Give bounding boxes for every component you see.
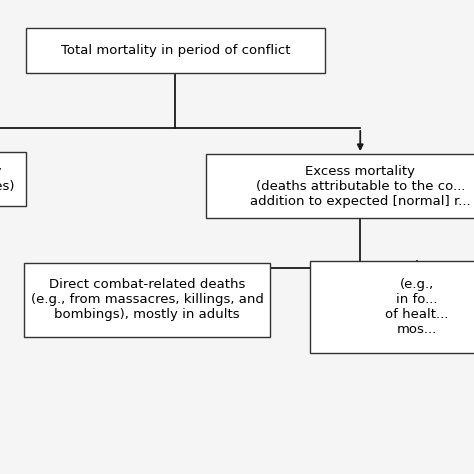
Bar bbox=[26, 28, 325, 73]
Text: (e.g.,
in fo...
of healt...
mos...: (e.g., in fo... of healt... mos... bbox=[385, 278, 449, 336]
Text: Total mortality in period of conflict: Total mortality in period of conflict bbox=[61, 45, 290, 57]
Text: ...ty
...rates): ...ty ...rates) bbox=[0, 165, 15, 193]
Bar bbox=[310, 261, 474, 353]
Text: Excess mortality
(deaths attributable to the co...
addition to expected [normal]: Excess mortality (deaths attributable to… bbox=[250, 164, 471, 208]
Text: Direct combat-related deaths
(e.g., from massacres, killings, and
bombings), mos: Direct combat-related deaths (e.g., from… bbox=[30, 278, 264, 321]
Bar bbox=[24, 263, 270, 337]
Bar bbox=[206, 154, 474, 218]
Bar bbox=[0, 152, 26, 206]
